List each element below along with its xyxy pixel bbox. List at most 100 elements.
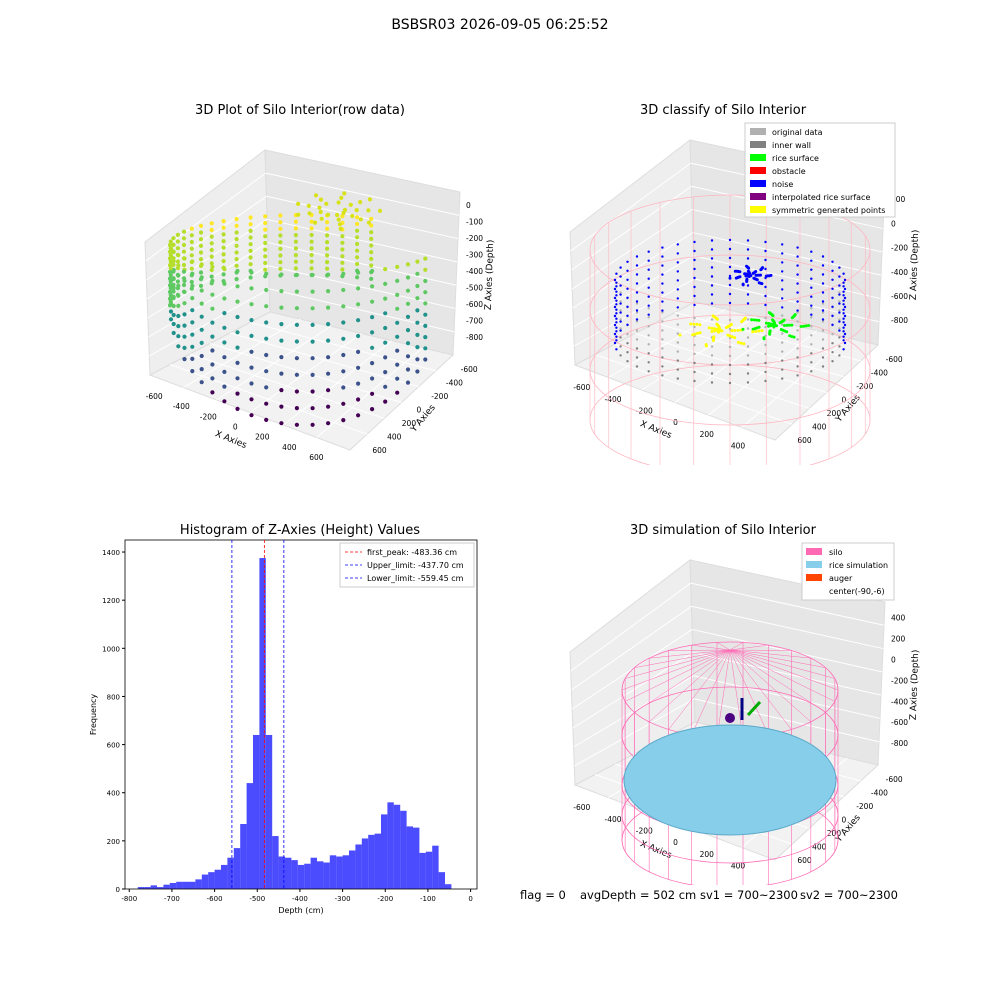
data-point <box>279 404 284 409</box>
classified-point <box>831 260 834 263</box>
histogram-bar <box>169 882 177 889</box>
classified-point <box>635 309 639 312</box>
data-point <box>199 327 204 332</box>
data-point <box>221 232 226 237</box>
data-point <box>423 278 428 284</box>
classified-point <box>661 311 664 314</box>
histogram-bar <box>221 864 228 889</box>
x-tick-label: 400 <box>731 862 746 871</box>
classified-point <box>781 306 784 309</box>
wall-grid-line <box>145 172 267 262</box>
classified-point <box>742 342 746 346</box>
data-point <box>339 195 344 200</box>
z-tick-label: 200 <box>891 634 906 643</box>
data-point <box>176 344 181 349</box>
y-tick-label: -200 <box>856 802 873 811</box>
classified-point <box>754 273 758 277</box>
classified-point <box>713 329 716 333</box>
data-point <box>278 273 283 278</box>
classified-point <box>647 277 650 280</box>
classified-point <box>728 345 732 349</box>
classified-point <box>790 323 794 327</box>
classified-point <box>635 255 639 258</box>
data-point <box>171 269 176 274</box>
classified-point <box>710 257 714 260</box>
data-point <box>279 322 284 327</box>
classified-point <box>696 331 699 335</box>
data-point <box>249 397 254 402</box>
data-point <box>310 389 315 394</box>
x-tick-label: 200 <box>255 433 270 442</box>
classified-point <box>710 363 714 366</box>
data-point <box>340 240 345 245</box>
classified-point <box>757 329 761 333</box>
data-point <box>221 225 226 230</box>
classified-point <box>710 318 714 321</box>
silo-roof-line <box>729 649 812 723</box>
classified-point <box>747 266 751 270</box>
data-point <box>234 230 239 235</box>
classified-point <box>810 352 813 355</box>
sv1-text: sv1 = 700~2300 <box>700 888 798 902</box>
data-point <box>415 320 420 325</box>
histogram-bar <box>317 861 324 889</box>
classified-point <box>626 360 629 363</box>
classified-point <box>821 329 825 332</box>
data-point <box>189 226 194 231</box>
histogram-bar <box>336 856 343 889</box>
wall-grid-line <box>571 209 693 290</box>
wall-grid-line <box>267 218 458 263</box>
data-point <box>249 413 254 418</box>
classified-point <box>821 309 825 312</box>
legend-swatch <box>750 141 766 148</box>
classified-point <box>785 323 789 327</box>
y-tick-label: 400 <box>812 423 827 432</box>
data-point <box>383 399 388 404</box>
classified-point <box>661 338 664 341</box>
classified-point <box>710 345 714 348</box>
data-point <box>264 304 269 309</box>
data-point <box>326 388 331 393</box>
data-point <box>199 367 204 372</box>
classified-point <box>764 267 767 271</box>
data-point <box>309 239 314 244</box>
y-tick-label: 400 <box>107 790 120 798</box>
data-point <box>248 262 253 267</box>
data-point <box>234 277 239 282</box>
classified-point <box>676 288 679 291</box>
data-point <box>248 215 253 220</box>
data-point <box>294 422 299 427</box>
data-point <box>234 257 239 262</box>
classified-point <box>831 342 834 345</box>
data-point <box>369 230 374 235</box>
classified-point <box>728 238 732 242</box>
classified-point <box>728 256 732 260</box>
data-point <box>171 249 176 254</box>
data-point <box>325 233 330 238</box>
data-point <box>423 267 428 272</box>
classified-point <box>831 269 834 272</box>
classified-point <box>796 309 799 312</box>
classified-point <box>615 281 618 284</box>
classified-point <box>838 275 841 278</box>
silo-roof-line <box>691 649 731 735</box>
data-point <box>370 345 375 350</box>
classified-point <box>821 282 825 285</box>
classified-point <box>792 335 796 339</box>
classified-point <box>810 307 813 310</box>
data-point <box>248 235 253 240</box>
classified-point <box>764 249 767 253</box>
classified-point <box>838 327 841 330</box>
silo-roof-line <box>729 649 826 713</box>
classified-point <box>781 377 784 380</box>
data-point <box>415 283 420 289</box>
classified-point <box>796 329 799 332</box>
data-point <box>306 203 311 208</box>
classified-point <box>842 299 845 302</box>
wall-grid-line <box>146 195 267 281</box>
classified-point <box>626 314 629 317</box>
data-point <box>358 217 363 222</box>
data-point <box>279 388 284 393</box>
data-point <box>341 287 346 293</box>
panel2-legend: original data inner wall rice surface obsta… <box>744 122 896 218</box>
